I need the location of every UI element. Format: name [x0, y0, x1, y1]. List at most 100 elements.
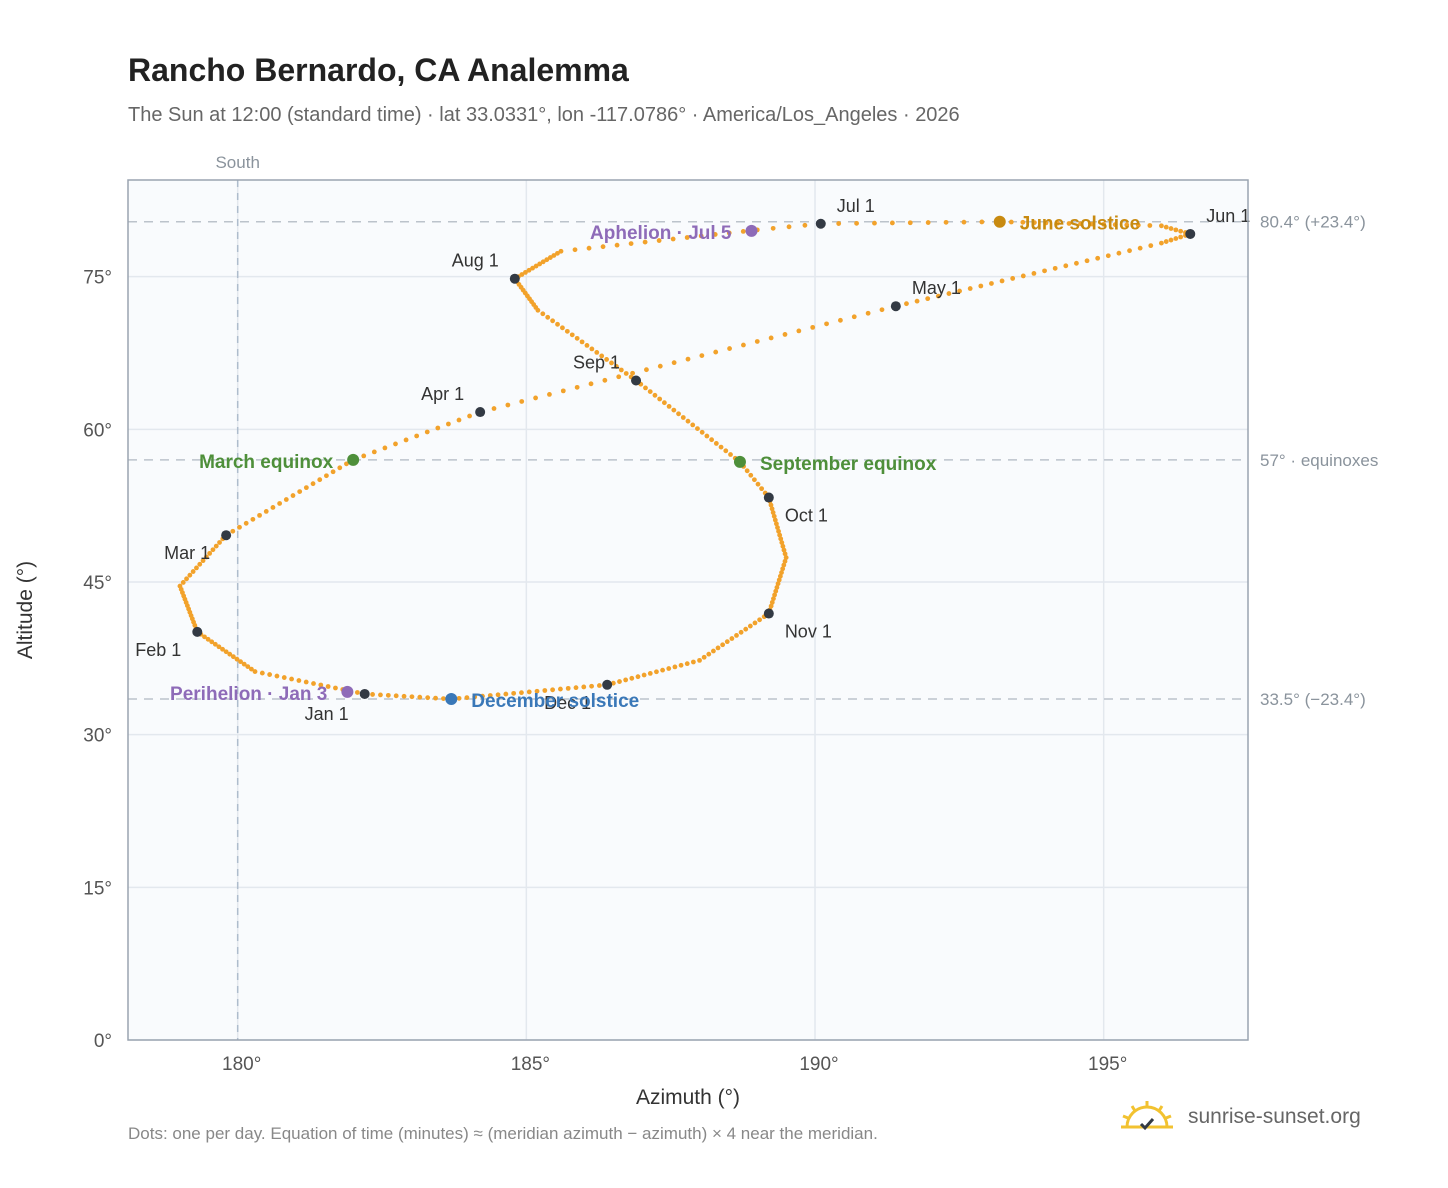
- daily-dot: [1031, 220, 1037, 226]
- daily-dot: [586, 245, 592, 251]
- daily-dot: [472, 694, 478, 700]
- plot-area: [128, 180, 1248, 1040]
- daily-dot: [1148, 243, 1154, 249]
- daily-dot: [547, 392, 552, 397]
- daily-dot: [1124, 222, 1130, 228]
- daily-dot: [695, 426, 700, 432]
- daily-dot: [324, 473, 329, 479]
- daily-dot: [245, 664, 251, 670]
- daily-dot: [642, 239, 648, 245]
- daily-dot: [684, 235, 690, 240]
- daily-dot: [672, 664, 678, 670]
- y-tick-label: 45°: [83, 573, 112, 594]
- daily-dot: [773, 588, 779, 594]
- daily-dot: [274, 673, 280, 679]
- daily-dot: [644, 367, 649, 373]
- daily-dot: [467, 413, 472, 419]
- daily-dot: [699, 353, 705, 358]
- daily-dot: [713, 349, 719, 355]
- daily-dot: [194, 565, 199, 571]
- daily-dot: [630, 370, 635, 376]
- daily-dot: [263, 509, 269, 514]
- daily-dot: [220, 646, 225, 652]
- special-dot: [733, 455, 746, 468]
- daily-dot: [371, 449, 377, 455]
- daily-dot: [718, 444, 724, 450]
- x-axis-label: Azimuth (°): [636, 1086, 740, 1109]
- daily-dot: [456, 417, 462, 423]
- month-dot: [763, 492, 774, 503]
- daily-dot: [588, 381, 594, 387]
- daily-dot: [180, 580, 186, 585]
- daily-dot: [1074, 260, 1079, 266]
- daily-dot: [238, 659, 243, 665]
- daily-dot: [979, 219, 985, 225]
- special-dot: [341, 685, 354, 698]
- daily-dot: [654, 669, 659, 675]
- daily-dot: [989, 281, 994, 286]
- month-label: Feb 1: [135, 640, 181, 660]
- daily-dot: [600, 244, 606, 250]
- axis-ticks: 180° 185° 190° 195° 0° 15° 30° 45° 60° 75°: [83, 268, 1127, 1075]
- daily-dot: [190, 569, 196, 574]
- daily-dot: [743, 626, 749, 632]
- daily-dot: [783, 555, 789, 560]
- daily-dot: [480, 693, 485, 699]
- daily-dot: [889, 220, 895, 226]
- daily-dot: [925, 220, 931, 225]
- special-dot: [445, 693, 458, 706]
- daily-dot: [511, 690, 517, 696]
- daily-dot: [414, 433, 420, 439]
- month-label: May 1: [912, 278, 961, 298]
- daily-dot: [296, 678, 302, 683]
- daily-dot: [836, 221, 842, 226]
- month-dot: [1185, 228, 1196, 239]
- daily-dot: [741, 342, 746, 348]
- daily-dot: [781, 562, 787, 568]
- daily-dot: [1163, 239, 1169, 244]
- brand[interactable]: sunrise-sunset.org: [1120, 1100, 1361, 1134]
- daily-dot: [657, 363, 663, 369]
- month-dot: [602, 679, 613, 690]
- daily-dot: [589, 346, 595, 352]
- daily-dot: [535, 307, 541, 313]
- daily-dot: [560, 388, 566, 394]
- daily-dot: [616, 374, 622, 380]
- daily-dot: [289, 676, 294, 682]
- daily-dot: [594, 350, 600, 355]
- daily-dot: [1052, 265, 1058, 271]
- daily-dot: [652, 392, 658, 398]
- daily-dot: [311, 681, 316, 686]
- daily-dot: [709, 437, 715, 443]
- daily-dot: [780, 543, 786, 549]
- daily-dot: [464, 695, 470, 701]
- daily-dot: [1084, 258, 1090, 264]
- month-label: Aug 1: [452, 251, 499, 271]
- daily-dot: [1020, 273, 1026, 279]
- daily-dot: [715, 645, 721, 651]
- special-dot: [993, 215, 1006, 228]
- month-label: Dec 1: [544, 693, 591, 713]
- daily-dot: [647, 671, 653, 676]
- x-tick-label: 195°: [1088, 1054, 1127, 1075]
- daily-dot: [540, 311, 546, 317]
- daily-dot: [772, 517, 778, 523]
- daily-dot: [907, 220, 913, 226]
- daily-dot: [456, 695, 462, 701]
- daily-dot: [1112, 222, 1118, 228]
- daily-dot: [533, 263, 539, 269]
- daily-dot: [660, 667, 665, 673]
- daily-dot: [551, 253, 557, 258]
- daily-dot: [699, 429, 705, 435]
- daily-dot: [1173, 227, 1179, 233]
- daily-dot: [283, 497, 289, 502]
- daily-dot: [555, 321, 560, 327]
- daily-dot: [776, 528, 781, 534]
- daily-dot: [602, 377, 608, 383]
- daily-dot: [540, 259, 546, 265]
- daily-dot: [614, 364, 619, 369]
- daily-dot: [579, 339, 585, 345]
- daily-dot: [978, 283, 984, 289]
- daily-dot: [728, 452, 733, 457]
- daily-dot: [417, 694, 423, 700]
